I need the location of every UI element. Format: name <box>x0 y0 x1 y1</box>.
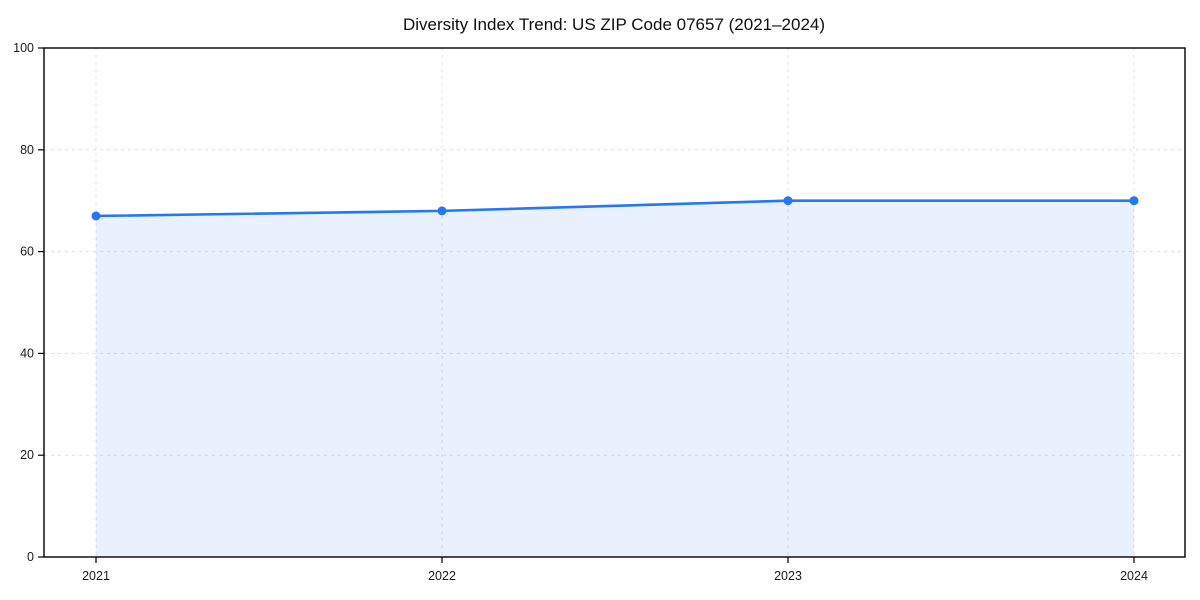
data-point-2024 <box>1129 196 1139 206</box>
axis-layer <box>38 47 1186 563</box>
area-layer <box>96 200 1134 557</box>
label-layer: 0 20 40 60 80 100 2021 2022 2023 2024 <box>13 41 1148 583</box>
x-tick-label: 2023 <box>774 569 802 583</box>
area-fill <box>96 200 1134 557</box>
y-tick-label: 0 <box>27 550 34 564</box>
trend-line <box>94 199 1136 218</box>
marker-layer <box>91 196 1139 221</box>
x-tick-label: 2021 <box>82 569 110 583</box>
x-tick-label: 2024 <box>1120 569 1148 583</box>
y-tick-label: 60 <box>20 245 34 259</box>
y-tick-label: 40 <box>20 346 34 360</box>
data-point-2023 <box>783 196 793 206</box>
plot-border <box>43 47 1186 558</box>
y-tick-label: 20 <box>20 448 34 462</box>
y-tick-label: 100 <box>13 41 34 55</box>
chart-title: Diversity Index Trend: US ZIP Code 07657… <box>403 15 825 34</box>
y-tick-label: 80 <box>20 143 34 157</box>
line-layer <box>94 199 1136 218</box>
data-point-2021 <box>91 211 101 221</box>
x-tick-label: 2022 <box>428 569 456 583</box>
data-point-2022 <box>437 206 447 216</box>
